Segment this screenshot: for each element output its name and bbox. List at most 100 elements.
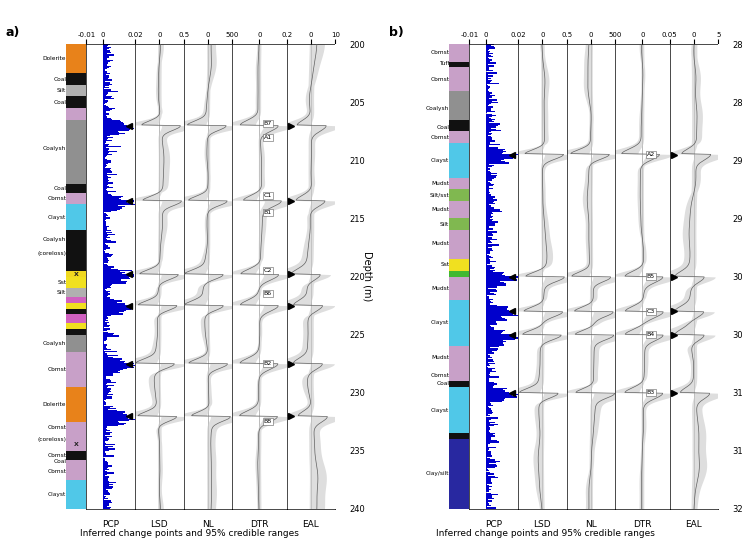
Bar — [485, 248, 492, 249]
Bar — [485, 159, 504, 160]
Bar — [102, 389, 111, 390]
Bar — [102, 426, 107, 427]
Bar — [102, 401, 105, 403]
Bar — [485, 272, 504, 273]
Bar — [102, 390, 110, 392]
Bar — [485, 200, 497, 201]
Bar — [102, 387, 105, 388]
Bar — [485, 160, 501, 161]
Bar — [485, 439, 491, 440]
Bar — [102, 414, 127, 416]
Bar — [102, 231, 106, 232]
Bar — [102, 331, 103, 333]
Text: Coalysh: Coalysh — [43, 237, 66, 242]
Bar — [102, 165, 108, 166]
Bar — [485, 359, 493, 361]
Bar — [102, 138, 107, 139]
Bar — [485, 79, 488, 81]
Bar — [485, 301, 491, 302]
Bar — [102, 436, 112, 437]
Bar — [485, 480, 490, 482]
Bar — [485, 191, 488, 192]
Text: Cbmst: Cbmst — [430, 76, 450, 82]
Bar — [102, 79, 107, 80]
Bar — [485, 336, 515, 337]
Bar — [485, 111, 496, 112]
Bar — [485, 383, 497, 384]
Bar — [485, 258, 487, 260]
Bar — [102, 283, 108, 285]
Bar — [102, 58, 107, 60]
Bar — [485, 391, 503, 393]
Bar — [485, 211, 502, 212]
Bar — [102, 241, 106, 242]
Text: DTR: DTR — [250, 520, 269, 529]
Bar — [102, 106, 105, 107]
Bar — [102, 148, 108, 150]
Bar — [485, 183, 491, 185]
Bar — [102, 449, 109, 451]
Bar — [102, 271, 119, 272]
Bar — [102, 324, 108, 326]
Bar — [102, 146, 121, 147]
Bar — [102, 420, 118, 422]
Bar — [485, 383, 493, 384]
Bar — [485, 493, 490, 495]
Bar — [485, 375, 489, 377]
Bar — [485, 231, 488, 232]
Bar — [66, 44, 86, 74]
Bar — [485, 395, 514, 397]
Bar — [485, 170, 488, 171]
Bar — [102, 109, 112, 110]
Bar — [485, 327, 493, 328]
Bar — [102, 489, 106, 490]
Bar — [485, 175, 497, 176]
Bar — [102, 480, 104, 482]
Bar — [485, 79, 488, 80]
Bar — [102, 116, 107, 117]
Bar — [485, 100, 488, 102]
Bar — [485, 441, 491, 442]
Bar — [485, 131, 491, 132]
Bar — [102, 185, 105, 186]
Bar — [102, 202, 128, 203]
Bar — [102, 117, 107, 118]
Bar — [102, 233, 115, 235]
Bar — [485, 275, 505, 277]
Bar — [485, 214, 490, 216]
Bar — [485, 420, 488, 421]
Bar — [102, 136, 107, 137]
Bar — [485, 166, 492, 168]
Bar — [102, 478, 108, 479]
Bar — [102, 121, 119, 122]
Bar — [102, 474, 107, 476]
Bar — [485, 361, 494, 362]
Bar — [102, 192, 108, 193]
Bar — [102, 418, 127, 420]
Bar — [102, 251, 105, 252]
Bar — [102, 163, 106, 164]
Bar — [102, 98, 104, 100]
Bar — [485, 466, 490, 468]
Bar — [485, 424, 494, 426]
Bar — [102, 464, 108, 465]
Bar — [102, 443, 106, 444]
Text: Mudst: Mudst — [431, 355, 450, 361]
Bar — [102, 399, 105, 400]
Bar — [485, 364, 490, 366]
Text: B5: B5 — [646, 274, 654, 279]
Bar — [102, 127, 134, 128]
Bar — [485, 474, 494, 476]
Bar — [485, 470, 489, 472]
Bar — [102, 121, 121, 122]
Bar — [485, 212, 493, 214]
Bar — [102, 495, 106, 497]
Bar — [485, 244, 486, 245]
Bar — [102, 250, 105, 251]
Bar — [485, 375, 490, 376]
Bar — [102, 144, 108, 146]
Bar — [102, 223, 104, 225]
Bar — [450, 218, 470, 230]
Bar — [102, 448, 115, 450]
Bar — [485, 63, 493, 64]
